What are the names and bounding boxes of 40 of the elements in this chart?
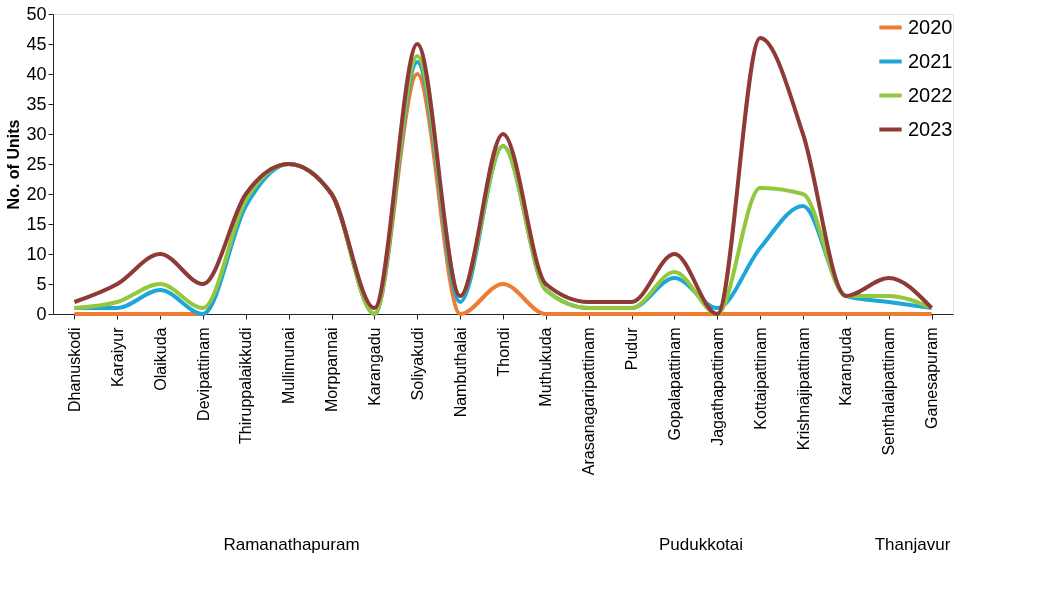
x-tick-label: Mullimunai: [280, 327, 298, 404]
x-tick-label: Krishnajipattinam: [794, 327, 812, 451]
y-tick-label: 40: [26, 63, 47, 84]
x-tick-label: Morppannai: [323, 327, 341, 412]
x-tick-label: Thiruppalaikkudi: [237, 327, 255, 445]
legend-label: 2021: [908, 49, 953, 72]
x-tick-label: Arasanagaripattinam: [580, 327, 598, 476]
x-tick-label: Karangadu: [365, 327, 383, 406]
y-tick-label: 0: [36, 303, 47, 324]
y-tick-label: 10: [26, 243, 47, 264]
y-tick-label: 45: [26, 33, 47, 54]
x-tick-label: Ganesapuram: [923, 327, 941, 429]
x-tick-label: Senthalaipattinam: [880, 327, 898, 456]
x-tick-label: Nambuthalai: [451, 327, 469, 418]
legend-label: 2023: [908, 117, 953, 140]
x-tick-label: Kottaipattinam: [751, 327, 769, 430]
x-tick-label: Karanguda: [837, 327, 855, 406]
x-tick-label: Gopalapattinam: [665, 327, 683, 441]
x-tick-label: Olaikuda: [151, 327, 169, 391]
y-tick-label: 25: [26, 153, 47, 174]
x-tick-label: Karaiyur: [108, 326, 126, 388]
y-tick-label: 5: [36, 273, 47, 294]
legend-label: 2020: [908, 15, 953, 38]
y-tick-label: 20: [26, 183, 47, 204]
x-tick-label: Soliyakudi: [408, 327, 426, 401]
x-tick-label: Muthukuda: [537, 327, 555, 407]
x-tick-label: Jagathapattinam: [708, 327, 726, 446]
y-tick-label: 30: [26, 123, 47, 144]
x-tick-label: Devipattinam: [194, 327, 212, 421]
legend-label: 2022: [908, 83, 953, 106]
text: Ramanathapuram: [223, 535, 360, 554]
text: Pudukkotai: [658, 535, 744, 554]
y-tick-label: 35: [26, 93, 47, 114]
y-tick-label: 15: [26, 213, 47, 234]
y-tick-label: 50: [26, 3, 47, 24]
x-tick-label: Pudur: [623, 326, 641, 371]
text: Thanjavur: [874, 535, 951, 554]
x-tick-label: Thondi: [494, 327, 512, 377]
x-tick-label: Dhanuskodi: [65, 327, 83, 412]
y-axis-title: No. of Units: [5, 119, 23, 210]
